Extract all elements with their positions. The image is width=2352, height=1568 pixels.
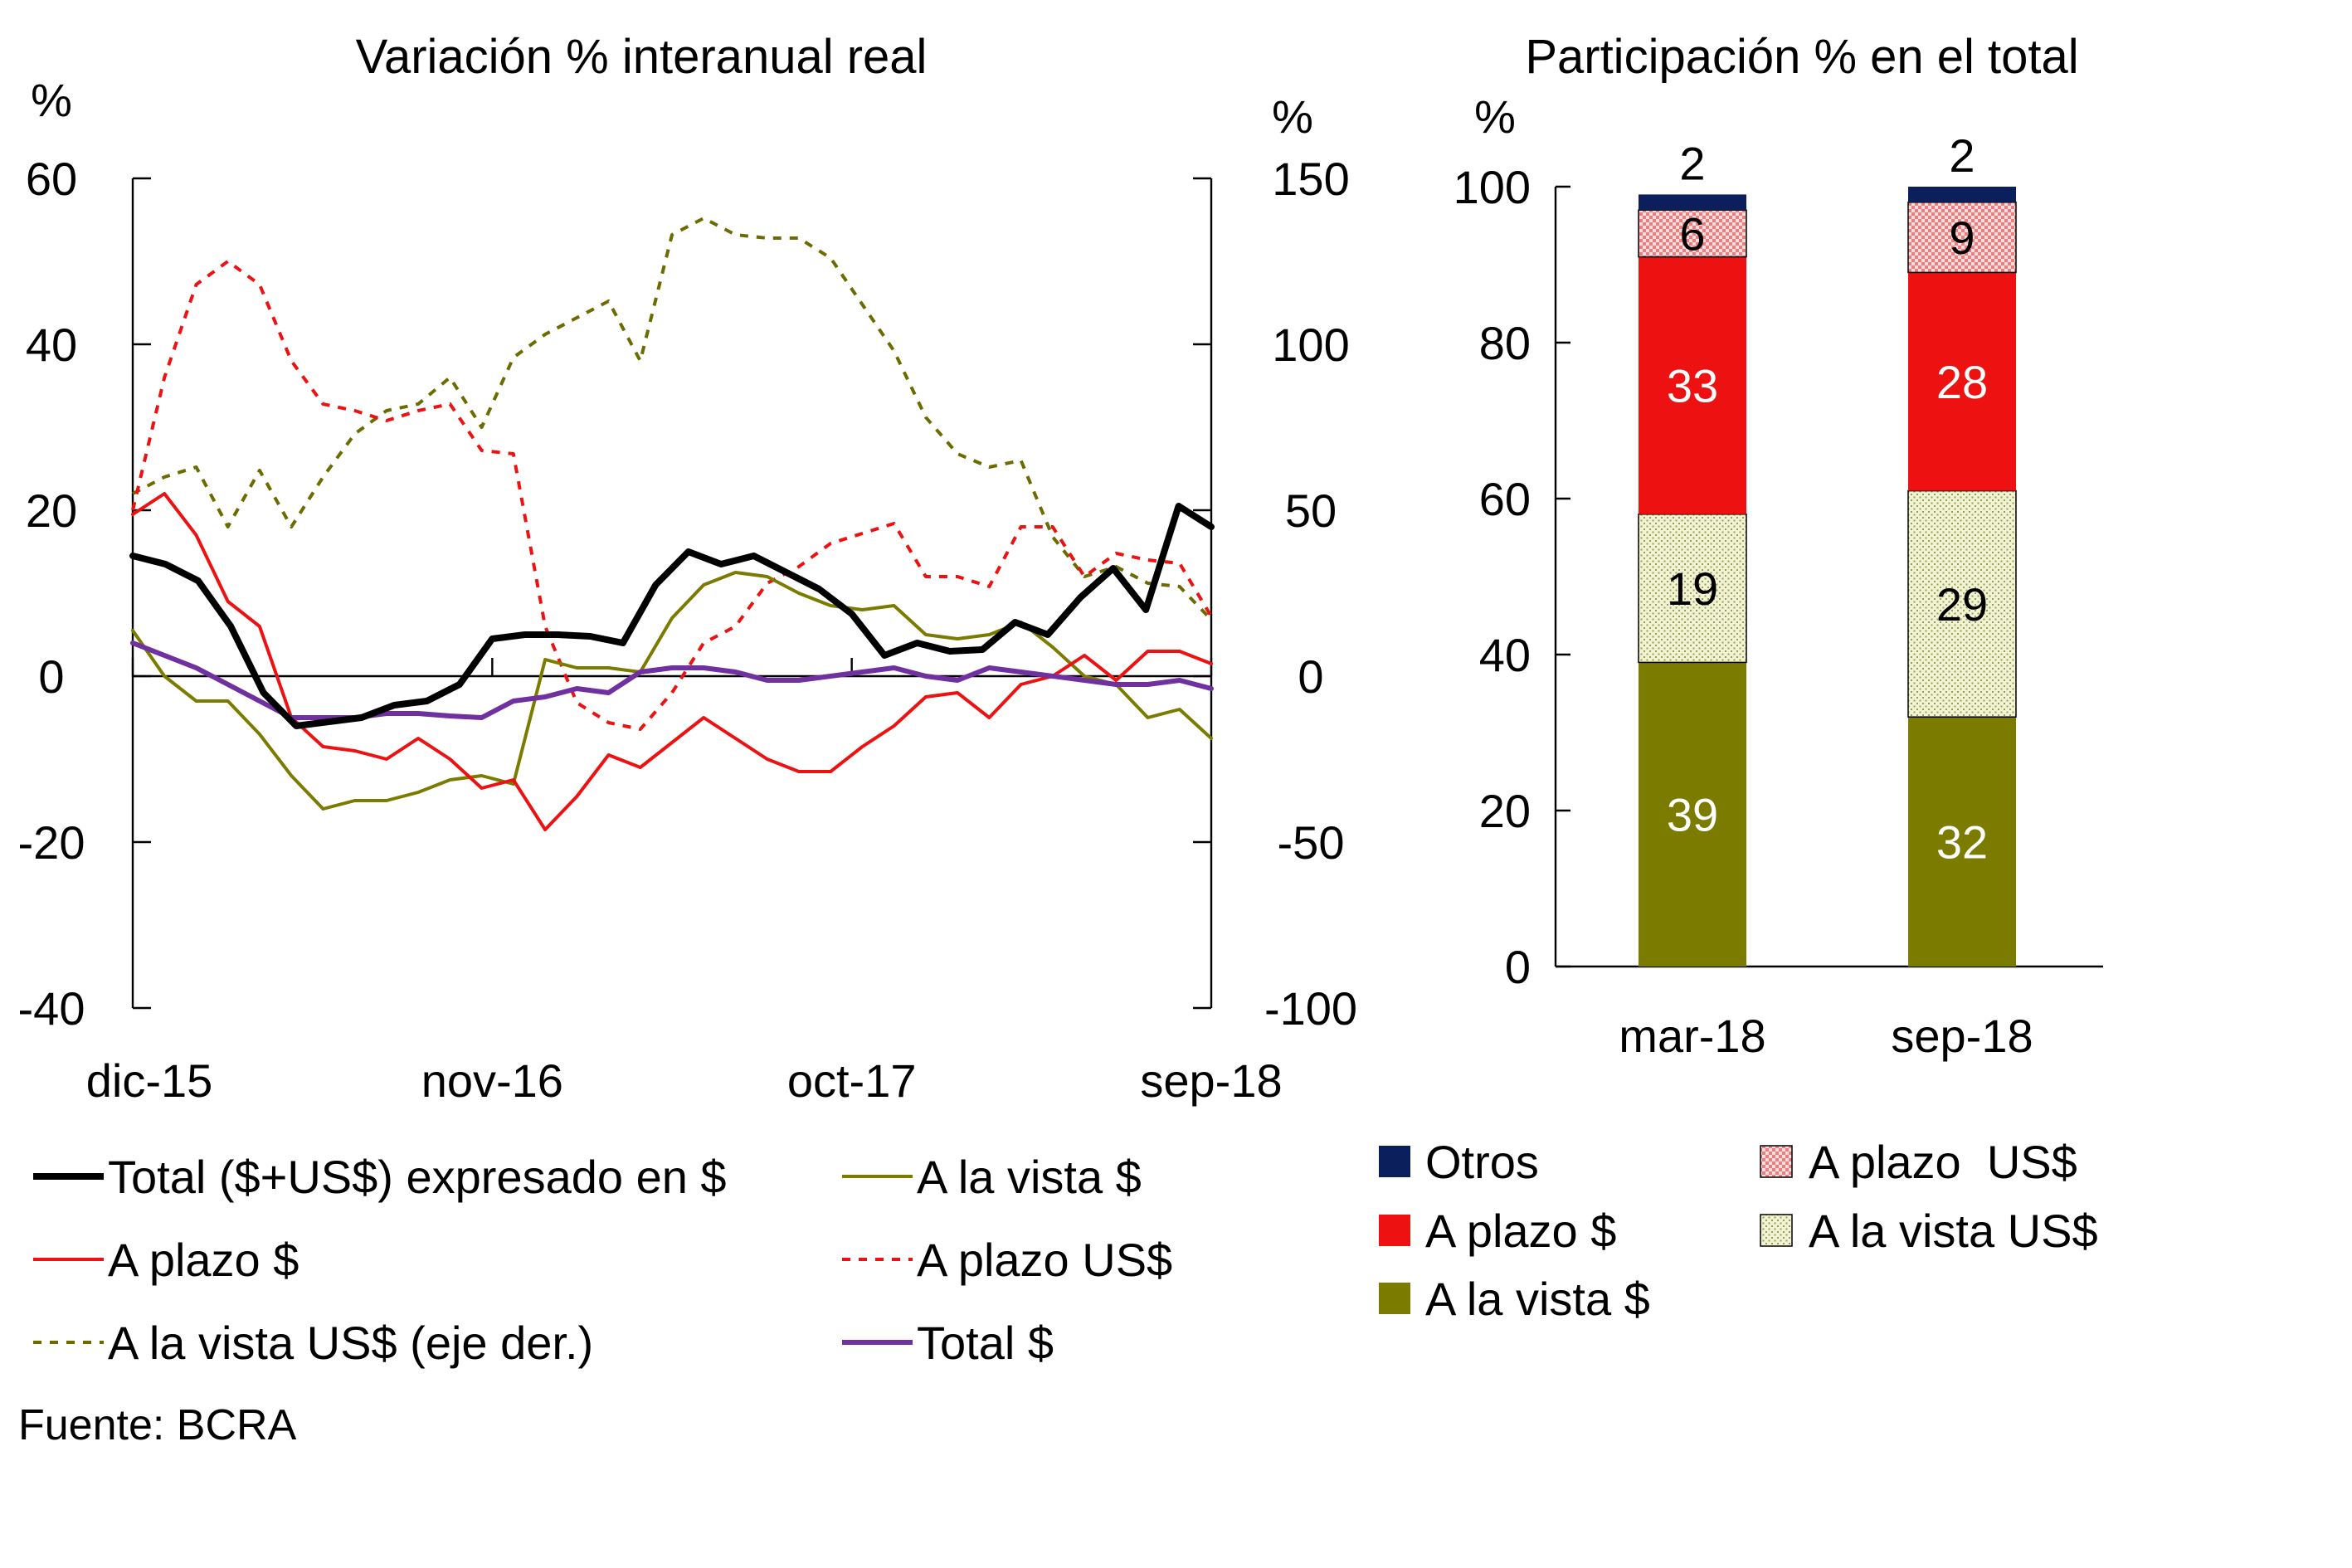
bar-chart-axes	[1554, 185, 2103, 968]
line-chart-legend: Total ($+US$) expresado en $ A la vista …	[33, 1151, 1172, 1369]
bar-stack-group: 39 19 33 6 2 32 29 28 9 2	[1638, 129, 2017, 967]
legend-label-vista-usd: A la vista US$ (eje der.)	[108, 1317, 593, 1369]
bar-value-label: 9	[1949, 212, 1975, 264]
source-note: Fuente: BCRA	[18, 1401, 297, 1449]
series-line-a-plazo-us	[131, 260, 1213, 731]
bar-segment-a-plazo-us-sep-18	[1907, 202, 2017, 274]
legend-item-otros: Otros	[1379, 1136, 1539, 1188]
series-line-total-us-expresado-en	[129, 503, 1215, 729]
legend-label-bar-vista-usd: A la vista US$	[1809, 1205, 2098, 1257]
line-chart-title: Variación % interanual real	[356, 30, 928, 84]
left-y-tick-label: -40	[18, 982, 85, 1035]
line-series-group	[129, 217, 1215, 831]
left-y-tick-label: 60	[26, 153, 77, 205]
legend-label-bar-plazo-usd: A plazo US$	[1809, 1136, 2077, 1188]
bar-value-label: 28	[1936, 356, 1988, 408]
bar-chart-legend: Otros A plazo US$ A plazo $ A la vista U…	[1379, 1136, 2098, 1325]
x-tick-label: nov-16	[421, 1054, 563, 1107]
right-y-tick-label: 0	[1298, 650, 1323, 703]
bar-value-label: 6	[1679, 207, 1705, 260]
line-chart: Variación % interanual real % % 60 40 20 0 -…	[18, 30, 1358, 1107]
legend-item-total-ars-usd: Total ($+US$) expresado en $	[33, 1151, 727, 1203]
legend-label-total-ars-usd: Total ($+US$) expresado en $	[108, 1151, 727, 1203]
bar-segment-a-la-vista-sep-18	[1908, 717, 2016, 967]
legend-label-plazo-ars: A plazo $	[108, 1234, 299, 1286]
line-chart-axes	[131, 177, 1213, 1010]
right-y-tick-label: -100	[1264, 982, 1357, 1035]
series-line-total	[130, 640, 1214, 720]
legend-item-vista-usd: A la vista US$ (eje der.)	[33, 1317, 593, 1369]
bar-category-label: sep-18	[1891, 1010, 2033, 1062]
left-axis-unit: %	[31, 74, 72, 126]
bar-value-label: 32	[1936, 816, 1988, 869]
bar-segment-otros-mar-18	[1639, 194, 1746, 211]
left-y-tick-label: 20	[26, 485, 77, 537]
bar-y-tick-label: 40	[1479, 629, 1531, 681]
bar-y-tick-label: 0	[1505, 941, 1531, 993]
bar-value-label: 29	[1936, 578, 1988, 631]
bar-y-tick-label: 100	[1454, 161, 1531, 213]
right-y-tick-labels: 150 100 50 0 -50 -100	[1264, 153, 1357, 1035]
bar-y-tick-label: 60	[1479, 473, 1531, 525]
legend-label-vista-ars: A la vista $	[917, 1151, 1142, 1203]
bar-segment-a-la-vista-mar-18	[1639, 662, 1746, 967]
right-y-tick-label: -50	[1278, 816, 1345, 869]
legend-label-bar-vista-ars: A la vista $	[1425, 1273, 1650, 1325]
bar-segment-a-plazo-us-mar-18	[1638, 209, 1747, 258]
bar-segment-otros-sep-18	[1908, 187, 2016, 202]
bar-axis-unit: %	[1474, 90, 1516, 143]
bar-category-labels: mar-18 sep-18	[1619, 1010, 2033, 1062]
bar-value-label: 2	[1679, 137, 1705, 189]
x-tick-label: sep-18	[1140, 1054, 1282, 1107]
legend-item-bar-plazo-usd: A plazo US$	[1760, 1136, 2077, 1188]
bar-category-label: mar-18	[1619, 1010, 1765, 1062]
bar-y-tick-label: 80	[1479, 317, 1531, 369]
legend-item-bar-plazo-ars: A plazo $	[1379, 1205, 1616, 1257]
right-y-tick-label: 100	[1272, 319, 1349, 371]
legend-label-otros: Otros	[1425, 1136, 1539, 1188]
legend-item-bar-vista-usd: A la vista US$	[1760, 1205, 2098, 1257]
bar-y-tick-label: 20	[1479, 785, 1531, 837]
stacked-bar-chart: Participación % en el total % 1008060402…	[1454, 30, 2103, 1062]
legend-item-total-ars: Total $	[842, 1317, 1054, 1369]
bar-value-label: 19	[1667, 562, 1718, 615]
legend-item-plazo-ars: A plazo $	[33, 1234, 299, 1286]
right-axis-unit: %	[1272, 90, 1313, 143]
legend-item-bar-vista-ars: A la vista $	[1379, 1273, 1650, 1325]
x-tick-label: oct-17	[787, 1054, 917, 1107]
series-line-a-la-vista-us-eje-der	[132, 217, 1213, 621]
bar-value-label: 33	[1667, 360, 1718, 412]
right-y-tick-label: 50	[1285, 485, 1337, 537]
left-y-tick-label: -20	[18, 816, 85, 869]
left-y-tick-label: 40	[26, 319, 77, 371]
right-y-tick-label: 150	[1272, 153, 1349, 205]
legend-label-bar-plazo-ars: A plazo $	[1425, 1205, 1616, 1257]
bar-chart-title: Participación % en el total	[1525, 30, 2078, 84]
bar-value-label: 2	[1949, 129, 1975, 182]
left-y-tick-label: 0	[38, 650, 64, 703]
bar-segment-a-la-vista-us-mar-18	[1638, 514, 1747, 664]
legend-label-total-ars: Total $	[917, 1317, 1054, 1369]
x-tick-label: dic-15	[86, 1054, 213, 1107]
bar-y-tick-labels: 100 80 60 40 20 0	[1454, 161, 1531, 993]
bar-segment-a-plazo-mar-18	[1639, 256, 1746, 514]
legend-item-vista-ars: A la vista $	[842, 1151, 1142, 1203]
left-y-tick-labels: 60 40 20 0 -20 -40	[18, 153, 85, 1035]
x-tick-labels: dic-15 nov-16 oct-17 sep-18	[86, 1054, 1283, 1107]
bar-segment-a-plazo-sep-18	[1908, 272, 2016, 491]
bar-value-label: 39	[1667, 789, 1718, 841]
legend-label-plazo-usd: A plazo US$	[917, 1234, 1172, 1286]
series-line-a-plazo	[131, 492, 1213, 831]
legend-item-plazo-usd: A plazo US$	[842, 1234, 1172, 1286]
